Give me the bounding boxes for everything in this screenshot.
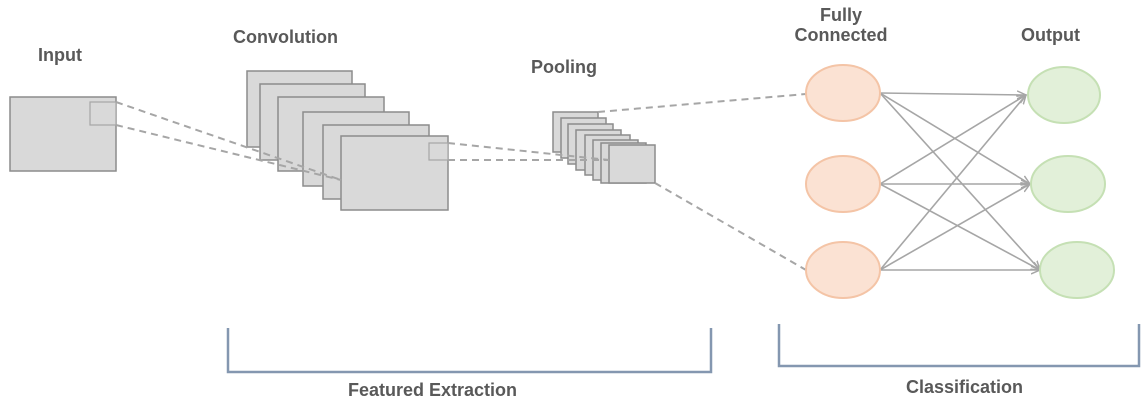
convolution-maps: [246, 70, 449, 211]
output-node: [1039, 241, 1115, 299]
output-label: Output: [1021, 25, 1080, 45]
conv-receptive-field: [428, 142, 449, 161]
connection-line: [879, 184, 1030, 271]
output-node: [1027, 66, 1101, 124]
featured-extraction-bracket: [226, 328, 713, 374]
fully-connected-label-line1: Fully: [819, 5, 862, 25]
fully-connected-label-line2: Connected: [794, 25, 888, 45]
dashed-line: [597, 93, 807, 113]
output-nodes: [1027, 66, 1115, 299]
fully-connected-label: Fully Connected: [780, 5, 902, 45]
connection-line: [879, 93, 1026, 95]
connection-line: [879, 95, 1026, 185]
classification-label: Classification: [906, 377, 1024, 397]
dashed-line: [654, 182, 807, 271]
input-receptive-field: [89, 101, 117, 126]
fc-connections: [879, 92, 1040, 271]
connection-line: [879, 95, 1026, 271]
fc-node: [805, 64, 881, 122]
fc-node: [805, 241, 881, 299]
pooling-maps: [552, 111, 656, 184]
fully-connected-nodes: [805, 64, 881, 299]
input-label: Input: [38, 45, 82, 65]
dashed-line: [115, 124, 342, 181]
projection-lines: [115, 93, 807, 271]
connection-line: [879, 183, 1040, 270]
classification-bracket: [777, 324, 1141, 368]
pooling-label: Pooling: [531, 57, 597, 77]
pool-map-front: [608, 144, 656, 184]
featured-extraction-label: Featured Extraction: [348, 380, 518, 400]
convolution-label: Convolution: [233, 27, 338, 47]
fc-node: [805, 155, 881, 213]
connection-line: [879, 92, 1040, 270]
dashed-line: [115, 101, 342, 181]
dashed-line: [447, 142, 610, 161]
output-node: [1030, 155, 1106, 213]
